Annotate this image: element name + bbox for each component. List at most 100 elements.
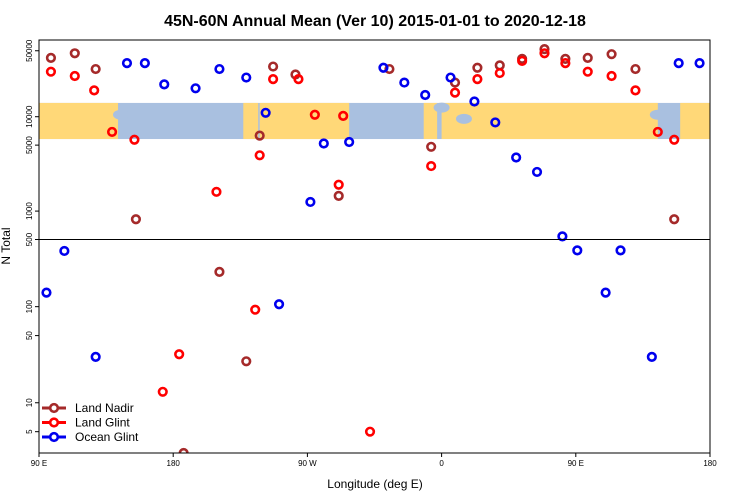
- y-tick-label: 1000: [25, 202, 34, 220]
- land-glint-point: [254, 150, 265, 161]
- land-nadir-point: [45, 52, 57, 63]
- ocean-glint-point: [469, 96, 480, 107]
- land-nadir-point: [130, 214, 142, 225]
- land-glint-point: [157, 386, 168, 397]
- ocean-glint-point: [511, 152, 522, 163]
- ocean-glint-point: [121, 57, 133, 69]
- ocean-glint-point: [399, 77, 410, 88]
- ocean-glint-point: [646, 351, 657, 363]
- land-nadir-point: [384, 63, 395, 75]
- land-region: [423, 102, 438, 140]
- axis-ticks: 90 E 180 90 W 0 90 E 180 50000 10000 5000 1000 500…: [25, 39, 717, 468]
- land-nadir-point: [90, 63, 101, 75]
- land-nadir-point: [254, 130, 265, 141]
- legend-item-land-nadir: Land Nadir: [42, 401, 134, 415]
- ocean-inlet: [202, 105, 219, 116]
- x-tick-label: 0: [439, 459, 444, 468]
- land-glint-point: [333, 179, 344, 190]
- y-tick-label: 100: [25, 299, 34, 313]
- ocean-glint-point: [344, 136, 355, 148]
- ocean-glint-point: [214, 63, 225, 75]
- legend-swatch-marker: [48, 431, 60, 443]
- ocean-glint-point: [90, 351, 101, 363]
- land-glint-point: [309, 109, 320, 120]
- ocean-glint-point: [490, 117, 501, 128]
- x-tick-label: 90 E: [568, 459, 584, 468]
- y-tick-label: 50: [25, 331, 34, 340]
- ocean-glint-point: [600, 287, 611, 298]
- ocean-glint-point: [557, 231, 568, 242]
- land-nadir-point: [606, 49, 617, 60]
- ocean-inlet: [433, 102, 450, 113]
- land-nadir-point: [582, 52, 593, 63]
- land-nadir-point: [630, 63, 641, 75]
- plot-frame: [38, 39, 711, 454]
- ocean-glint-point: [318, 138, 329, 149]
- y-tick-label: 50000: [25, 39, 34, 62]
- land-glint-point: [472, 74, 483, 85]
- ocean-glint-point: [378, 62, 389, 73]
- land-glint-point: [129, 134, 140, 145]
- land-glint-point: [582, 66, 593, 77]
- ocean-glint-point: [305, 196, 316, 208]
- ocean-glint-point: [241, 72, 252, 83]
- ocean-glint-point: [531, 166, 543, 178]
- land-glint-point: [729, 388, 737, 396]
- world-map-band: [39, 102, 710, 140]
- legend-swatch-marker: [48, 417, 60, 428]
- land-glint-point: [630, 85, 641, 96]
- land-glint-point: [174, 349, 185, 360]
- land-glint-point: [106, 126, 118, 138]
- land-nadir-point: [333, 190, 344, 201]
- land-glint-point: [669, 134, 680, 145]
- legend-item-ocean-glint: Ocean Glint: [42, 430, 139, 444]
- legend-label: Land Nadir: [75, 401, 134, 415]
- ocean-glint-point: [139, 57, 150, 69]
- land-glint-point: [268, 74, 279, 85]
- land-glint-point: [517, 55, 528, 67]
- land-glint-point: [449, 87, 461, 98]
- x-tick-label: 90 E: [31, 459, 47, 468]
- land-glint-point: [89, 85, 100, 96]
- land-glint-point: [606, 70, 617, 82]
- ocean-glint-point: [694, 57, 705, 69]
- ocean-inlet: [455, 113, 472, 124]
- y-tick-label: 10000: [25, 105, 34, 128]
- land-glint-point: [293, 74, 304, 85]
- x-tick-label: 180: [167, 459, 181, 468]
- land-glint-point: [494, 67, 505, 79]
- y-tick-label: 5000: [25, 136, 34, 154]
- legend-label: Ocean Glint: [75, 430, 139, 444]
- land-region: [39, 102, 119, 140]
- y-tick-label: 10: [25, 398, 34, 407]
- land-nadir-point: [472, 62, 483, 73]
- ocean-inlet: [113, 109, 130, 120]
- land-region: [259, 102, 350, 140]
- land-glint-point: [211, 186, 222, 197]
- ocean-glint-point: [715, 81, 723, 89]
- ocean-glint-point: [673, 57, 684, 69]
- x-axis-label: Longitude (deg E): [327, 477, 422, 491]
- land-nadir-point: [426, 141, 437, 152]
- ocean-glint-point: [445, 72, 456, 83]
- land-nadir-point: [69, 48, 80, 59]
- data-points: [41, 44, 737, 453]
- x-tick-label: 180: [703, 459, 717, 468]
- land-nadir-point: [669, 214, 680, 225]
- land-nadir-point: [539, 44, 550, 55]
- ocean-glint-point: [190, 83, 201, 94]
- ocean-inlet: [649, 109, 666, 120]
- ocean-glint-point: [260, 107, 271, 118]
- ocean-glint-point: [615, 245, 626, 256]
- land-glint-point: [560, 57, 571, 69]
- land-glint-point: [338, 110, 349, 122]
- legend-swatch-marker: [48, 402, 60, 414]
- land-nadir-point: [178, 447, 189, 453]
- land-nadir-point: [241, 356, 252, 367]
- land-region: [243, 102, 259, 140]
- x-tick-label: 90 W: [298, 459, 317, 468]
- land-region: [680, 102, 710, 140]
- ocean-glint-point: [273, 299, 285, 310]
